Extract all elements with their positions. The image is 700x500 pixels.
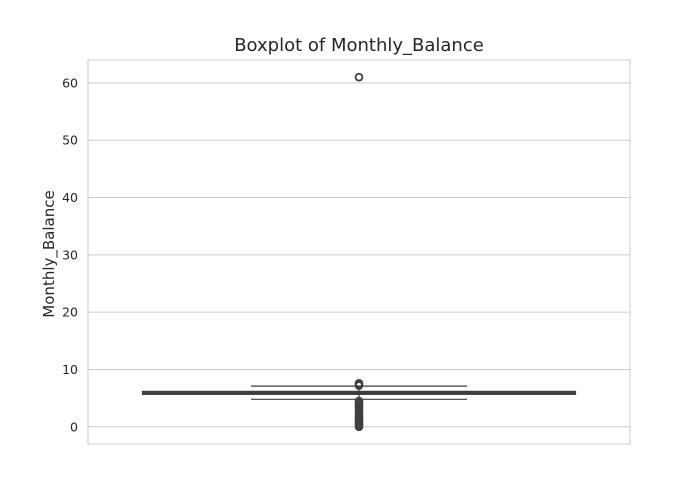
y-tick-label-20: 20: [62, 305, 78, 320]
outlier-points: [354, 72, 364, 432]
y-axis-label: Monthly_Balance: [40, 190, 59, 317]
grid-layer: [88, 82, 630, 428]
y-tick-label-30: 30: [62, 247, 78, 262]
axes-frame: [87, 59, 631, 445]
y-tick-label-50: 50: [62, 133, 78, 148]
box-layer: [141, 385, 577, 400]
y-tick-label-60: 60: [62, 75, 78, 90]
y-tick-label-0: 0: [70, 419, 78, 434]
outlier-point-18: [354, 378, 364, 388]
y-tick-label-10: 10: [62, 362, 78, 377]
chart-title: Boxplot of Monthly_Balance: [234, 35, 484, 56]
y-tick-label-40: 40: [62, 190, 78, 205]
outlier-point-19: [354, 72, 364, 82]
outlier-point-15: [354, 396, 364, 406]
y-tick-labels: 0 10 20 30 40 50 60: [62, 75, 78, 434]
